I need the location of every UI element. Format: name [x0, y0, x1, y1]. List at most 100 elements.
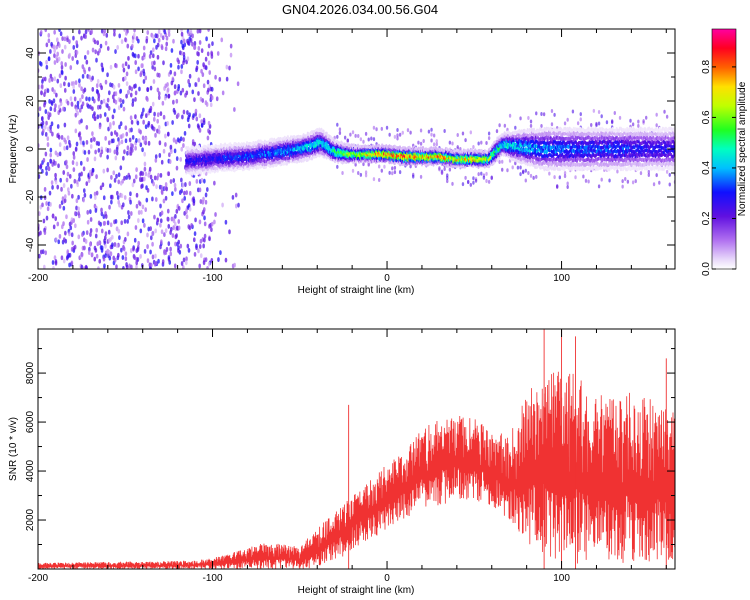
noise-speck [76, 100, 80, 106]
noise-speck [156, 54, 160, 60]
noise-speck [55, 92, 58, 98]
noise-speck [58, 151, 62, 157]
fringe-speck [338, 127, 342, 132]
noise-speck [117, 228, 121, 234]
noise-speck [75, 107, 78, 113]
noise-speck [151, 101, 155, 107]
noise-speck [99, 43, 103, 49]
noise-speck [123, 218, 127, 224]
noise-speck [148, 53, 152, 59]
noise-speck [204, 199, 208, 205]
noise-speck [70, 260, 74, 266]
noise-speck [199, 253, 203, 259]
fringe-speck [647, 169, 651, 174]
noise-speck [64, 230, 67, 236]
noise-speck [195, 116, 199, 122]
fringe-speck [665, 114, 669, 119]
noise-speck [208, 70, 212, 75]
noise-speck [151, 64, 154, 70]
fringe-speck [655, 112, 658, 117]
noise-speck [81, 232, 84, 237]
noise-speck [58, 29, 61, 33]
noise-speck [103, 235, 107, 241]
noise-speck [94, 233, 98, 239]
noise-speck [50, 180, 54, 186]
noise-speck [200, 68, 203, 74]
noise-speck [209, 102, 213, 108]
noise-speck [51, 87, 54, 92]
noise-speck [155, 184, 158, 190]
noise-speck [108, 148, 112, 153]
noise-speck [121, 63, 125, 69]
noise-speck [198, 29, 202, 34]
noise-speck [160, 239, 163, 245]
noise-speck [160, 45, 164, 51]
fringe-speck [391, 171, 394, 176]
noise-speck [113, 149, 117, 155]
noise-speck [53, 60, 57, 65]
noise-speck [211, 41, 214, 47]
noise-speck [152, 34, 155, 40]
noise-speck [185, 90, 189, 96]
noise-speck [197, 91, 200, 96]
fringe-speck [516, 165, 520, 170]
noise-speck [160, 229, 164, 235]
noise-speck [79, 140, 83, 145]
noise-speck [98, 124, 102, 130]
noise-speck [53, 89, 56, 95]
noise-speck [49, 49, 52, 54]
fringe-speck [370, 136, 373, 141]
fringe-speck [629, 118, 632, 123]
fringe-speck [380, 168, 384, 173]
noise-speck [62, 106, 65, 112]
noise-speck [146, 30, 150, 35]
noise-speck [186, 40, 190, 46]
noise-speck [63, 81, 66, 87]
noise-speck [123, 149, 126, 155]
fringe-speck [430, 138, 433, 143]
noise-speck [108, 204, 111, 210]
fringe-speck [451, 141, 454, 146]
noise-speck [125, 30, 128, 36]
noise-speck [172, 178, 176, 183]
noise-speck [61, 49, 64, 54]
noise-speck [151, 230, 155, 236]
noise-speck [53, 29, 56, 35]
noise-speck [172, 38, 175, 44]
noise-speck [68, 139, 71, 145]
noise-speck [147, 122, 150, 128]
noise-speck [98, 258, 102, 264]
noise-speck [156, 112, 160, 118]
noise-speck [47, 56, 51, 62]
noise-speck [86, 209, 90, 215]
noise-speck [129, 248, 133, 253]
noise-speck [54, 260, 58, 266]
noise-speck [103, 220, 107, 226]
fringe-speck [456, 132, 459, 137]
noise-speck [103, 263, 106, 269]
noise-speck [198, 219, 202, 225]
noise-speck [124, 251, 128, 257]
noise-speck [53, 53, 56, 59]
noise-speck [131, 51, 135, 57]
noise-speck [125, 81, 129, 87]
noise-speck [85, 96, 88, 102]
noise-speck [83, 87, 87, 93]
noise-speck [64, 62, 67, 67]
fringe-speck [480, 140, 483, 145]
noise-speck [141, 218, 145, 224]
noise-speck [62, 258, 66, 264]
fringe-speck [658, 180, 661, 185]
noise-speck [80, 252, 84, 258]
fringe-speck [587, 179, 590, 184]
noise-speck [108, 90, 111, 96]
spectrogram-plot [38, 29, 675, 269]
noise-speck [78, 172, 81, 178]
noise-speck [137, 66, 140, 72]
noise-speck [72, 154, 76, 160]
noise-speck [199, 238, 203, 244]
fringe-speck [529, 119, 533, 124]
noise-speck [179, 136, 183, 142]
noise-speck [55, 37, 59, 43]
noise-speck [175, 156, 179, 162]
